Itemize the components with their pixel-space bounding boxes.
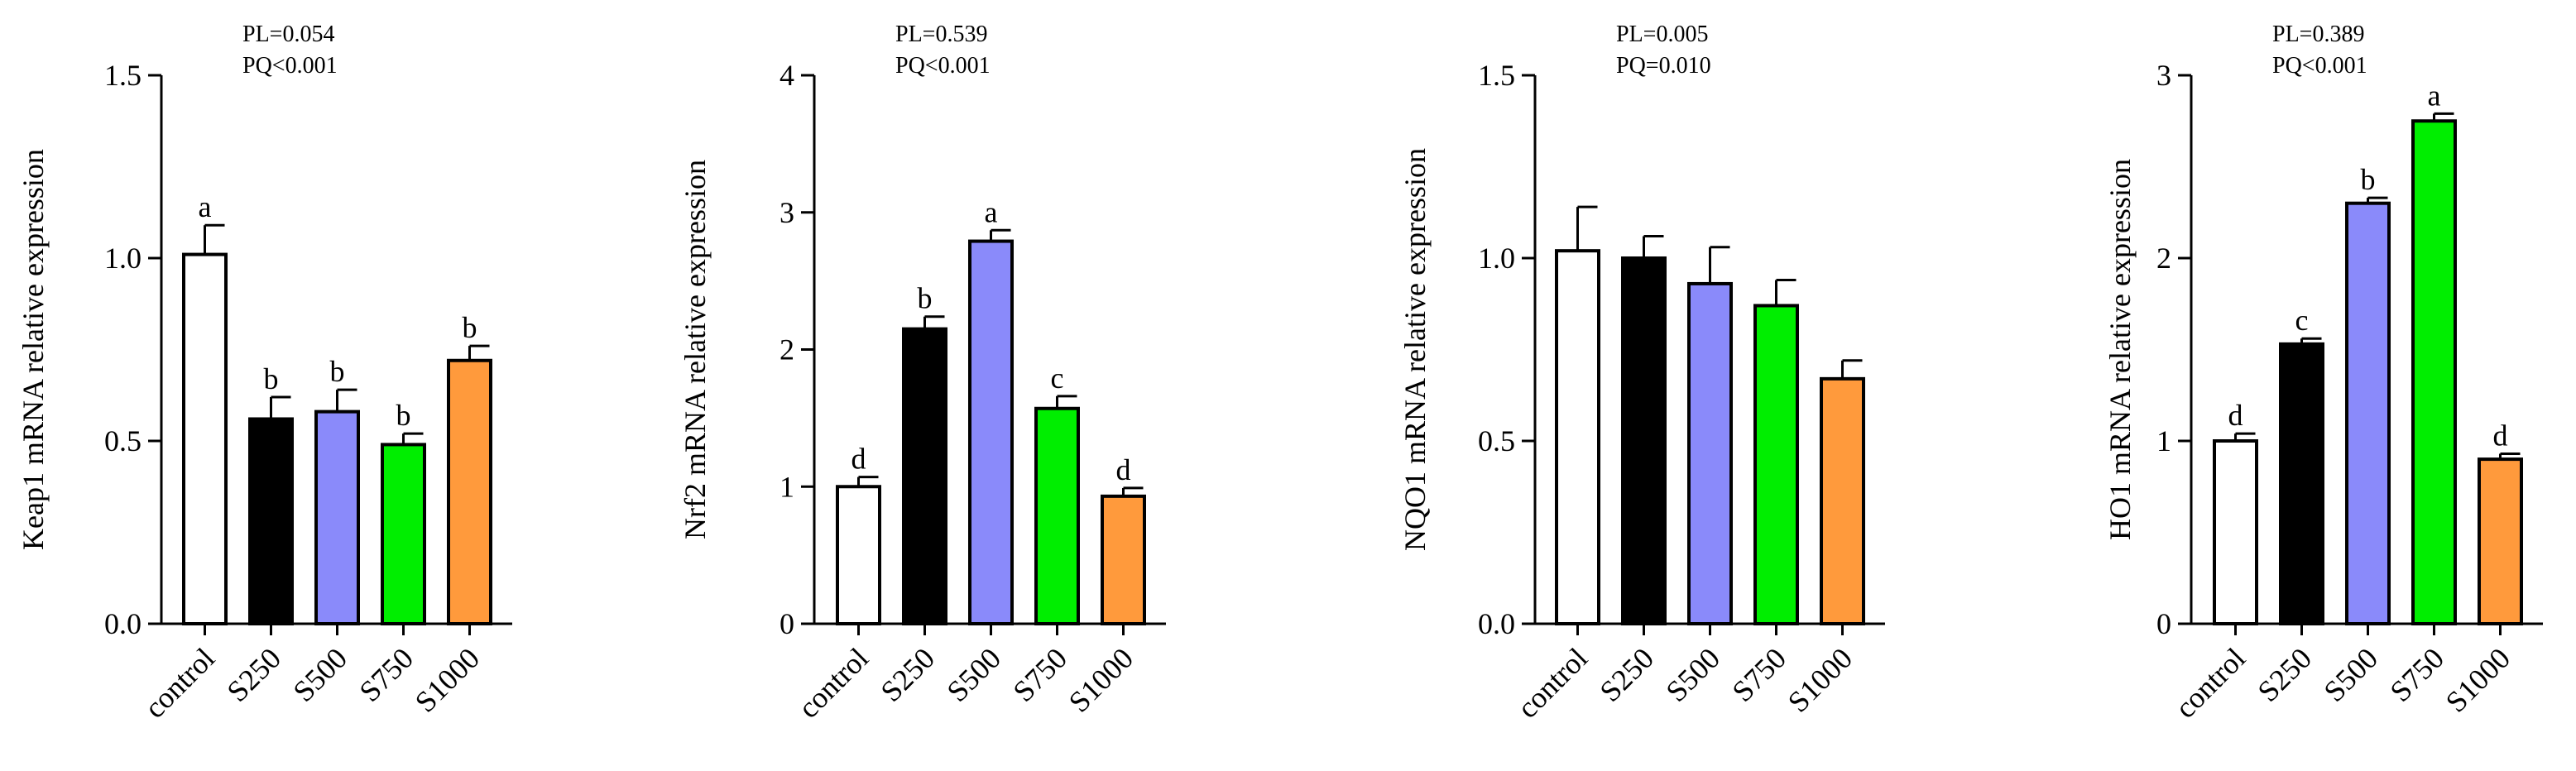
stat-annotation: PL=0.054 — [242, 22, 334, 47]
category-label: S250 — [1594, 641, 1661, 708]
category-label: S750 — [1007, 641, 1074, 708]
y-axis-title: Keap1 mRNA relative expression — [17, 149, 50, 550]
bar-S500 — [1687, 281, 1733, 625]
bar-control — [2213, 439, 2258, 625]
y-tick-label: 0.5 — [104, 424, 142, 457]
category-label: S1000 — [1782, 641, 1859, 718]
significance-letter: c — [2295, 304, 2309, 337]
significance-letter: d — [2228, 399, 2243, 432]
y-axis-title: HO1 mRNA relative expression — [2103, 159, 2137, 540]
significance-letter: d — [1116, 453, 1131, 486]
bar-S500 — [2345, 201, 2391, 625]
bar-S1000 — [1101, 494, 1146, 625]
bar-S1000 — [1820, 376, 1865, 625]
y-tick-label: 1.5 — [104, 59, 142, 92]
significance-letter: b — [330, 355, 345, 388]
category-label: S1000 — [1063, 641, 1139, 718]
category-label: S250 — [875, 641, 942, 708]
chart-panel-3: 0.0 0.5 1.0 1.5 NQO1 mRNA relative expressio… — [1398, 22, 1885, 725]
bar-S750 — [1034, 406, 1080, 625]
category-label: S250 — [221, 641, 288, 708]
stat-annotation: PQ<0.001 — [242, 53, 338, 79]
y-tick-label: 0.0 — [104, 607, 142, 640]
category-label: S500 — [941, 641, 1008, 708]
significance-letter: a — [985, 195, 998, 228]
bar-control — [1555, 249, 1600, 625]
stat-annotation: PQ<0.001 — [895, 53, 991, 79]
chart-panel-4: 0 1 2 3 HO1 mRNA relative expression PL=0.389… — [2103, 22, 2543, 725]
y-tick-label: 3 — [2156, 59, 2171, 92]
category-label: S750 — [353, 641, 420, 708]
y-tick-label: 0.0 — [1478, 607, 1515, 640]
bar-S750 — [2411, 119, 2457, 625]
chart-panel-1: 0.0 0.5 1.0 1.5 Keap1 mRNA relative expressi… — [17, 22, 512, 725]
category-label: control — [2169, 641, 2252, 724]
significance-letter: a — [2428, 79, 2441, 112]
category-label: control — [138, 641, 221, 724]
bar-S1000 — [2478, 457, 2523, 625]
category-label: S1000 — [2439, 641, 2516, 718]
bar-S250 — [1621, 256, 1667, 625]
category-label: S250 — [2252, 641, 2319, 708]
bar-S500 — [968, 239, 1014, 625]
bar-S750 — [1753, 304, 1799, 625]
bar-control — [182, 252, 228, 625]
bar-S250 — [2279, 342, 2324, 625]
category-label: S500 — [287, 641, 354, 708]
stat-annotation: PQ=0.010 — [1616, 53, 1711, 79]
significance-letter: d — [851, 443, 866, 476]
significance-letter: b — [2361, 163, 2376, 196]
y-tick-label: 3 — [780, 196, 794, 229]
y-tick-label: 2 — [780, 333, 794, 366]
y-tick-label: 1 — [780, 470, 794, 503]
significance-letter: c — [1051, 362, 1064, 395]
significance-letter: b — [396, 399, 411, 432]
category-label: S500 — [1660, 641, 1727, 708]
bar-S250 — [902, 327, 947, 625]
y-tick-label: 0 — [780, 607, 794, 640]
bar-S500 — [314, 409, 360, 625]
category-label: S750 — [1726, 641, 1793, 708]
stat-annotation: PL=0.389 — [2272, 22, 2364, 47]
stat-annotation: PL=0.005 — [1616, 22, 1708, 47]
y-tick-label: 0 — [2156, 607, 2171, 640]
chart-panel-2: 0 1 2 3 4 Nrf2 mRNA relative expression PL=0.5… — [679, 22, 1166, 725]
y-tick-label: 4 — [780, 59, 794, 92]
y-tick-label: 1.0 — [1478, 242, 1515, 275]
category-label: S1000 — [409, 641, 486, 718]
y-tick-label: 1.0 — [104, 242, 142, 275]
bar-S250 — [248, 417, 294, 626]
significance-letter: b — [463, 311, 477, 344]
category-label: control — [792, 641, 875, 724]
category-label: control — [1511, 641, 1594, 724]
bar-S750 — [381, 443, 426, 625]
y-tick-label: 2 — [2156, 242, 2171, 275]
y-tick-label: 1.5 — [1478, 59, 1515, 92]
category-label: S500 — [2318, 641, 2385, 708]
y-tick-label: 1 — [2156, 424, 2171, 457]
bar-S1000 — [447, 358, 492, 625]
y-axis-title: NQO1 mRNA relative expression — [1398, 148, 1432, 551]
category-label: S750 — [2384, 641, 2451, 708]
stat-annotation: PQ<0.001 — [2272, 53, 2367, 79]
y-tick-label: 0.5 — [1478, 424, 1515, 457]
significance-letter: b — [264, 362, 279, 395]
significance-letter: a — [199, 190, 212, 223]
y-axis-title: Nrf2 mRNA relative expression — [679, 160, 712, 539]
significance-letter: b — [918, 282, 933, 315]
significance-letter: d — [2493, 419, 2508, 452]
bar-control — [836, 485, 881, 625]
stat-annotation: PL=0.539 — [895, 22, 987, 47]
